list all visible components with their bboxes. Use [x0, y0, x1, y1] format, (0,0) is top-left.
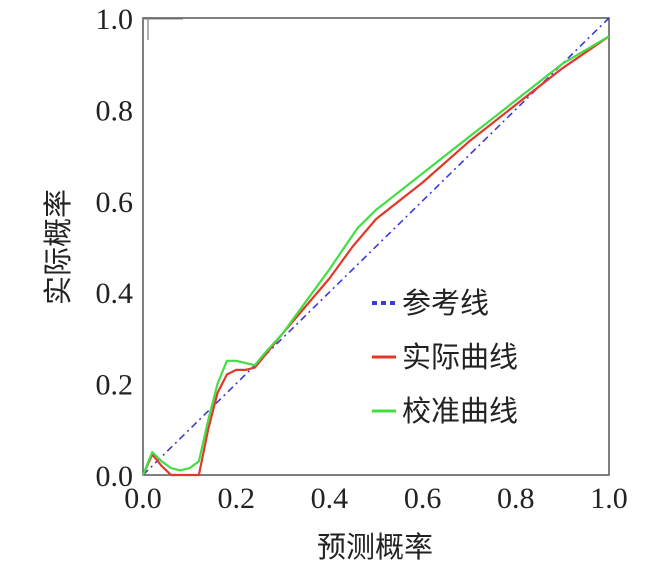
series-layer	[141, 17, 610, 477]
legend-label: 校准曲线	[402, 394, 518, 428]
x-tick-label: 0.2	[217, 482, 255, 515]
x-axis-title: 预测概率	[317, 530, 433, 564]
x-tick-label: 0.6	[404, 482, 442, 515]
y-tick-label: 0.0	[96, 460, 134, 493]
legend-label: 参考线	[402, 286, 489, 320]
x-tick-label: 0.4	[311, 482, 349, 515]
series-line-1	[142, 17, 610, 476]
y-tick-label: 0.8	[96, 94, 134, 127]
y-tick-label: 1.0	[96, 3, 134, 36]
plot-frame	[142, 17, 610, 476]
axis-labels: 预测概率 实际概率	[41, 189, 433, 564]
x-tick-label: 0.0	[124, 482, 162, 515]
series-line-2	[141, 35, 610, 477]
legend-label: 实际曲线	[402, 340, 518, 374]
y-tick-label: 0.2	[96, 369, 134, 402]
series-line-3	[141, 35, 610, 476]
axes-layer: 0.0 0.2 0.4 0.6 0.8 1.0 0.0 0.2 0.4 0.6 0.8 1.0	[96, 3, 628, 515]
y-tick-label: 0.4	[96, 277, 134, 310]
x-tick-label: 0.8	[497, 482, 535, 515]
y-tick-label: 0.6	[96, 186, 134, 219]
x-tick-label: 1.0	[590, 482, 628, 515]
y-axis-title: 实际概率	[41, 189, 75, 305]
